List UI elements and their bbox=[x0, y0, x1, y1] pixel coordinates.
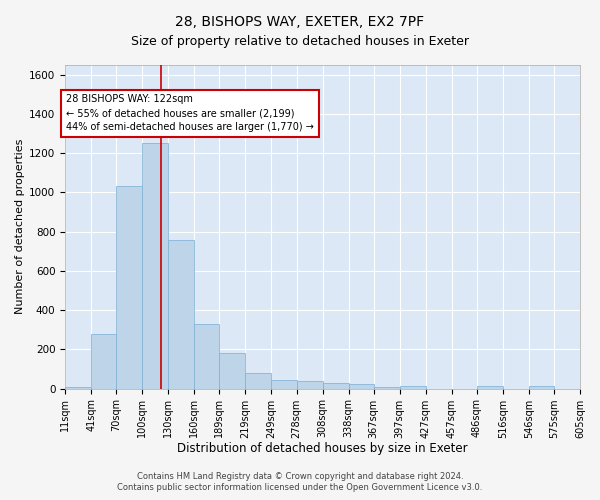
Text: Size of property relative to detached houses in Exeter: Size of property relative to detached ho… bbox=[131, 35, 469, 48]
Y-axis label: Number of detached properties: Number of detached properties bbox=[15, 139, 25, 314]
Bar bbox=[374, 386, 400, 388]
Bar bbox=[168, 240, 194, 388]
Bar bbox=[65, 386, 91, 388]
Bar bbox=[296, 381, 323, 388]
Bar bbox=[477, 386, 503, 388]
Text: Contains HM Land Registry data © Crown copyright and database right 2024.
Contai: Contains HM Land Registry data © Crown c… bbox=[118, 472, 482, 492]
X-axis label: Distribution of detached houses by size in Exeter: Distribution of detached houses by size … bbox=[177, 442, 468, 455]
Bar bbox=[529, 386, 554, 388]
Bar bbox=[116, 186, 142, 388]
Bar bbox=[142, 144, 168, 388]
Bar bbox=[349, 384, 374, 388]
Bar bbox=[400, 386, 426, 388]
Bar bbox=[220, 354, 245, 388]
Text: 28, BISHOPS WAY, EXETER, EX2 7PF: 28, BISHOPS WAY, EXETER, EX2 7PF bbox=[175, 15, 425, 29]
Bar bbox=[91, 334, 116, 388]
Text: 28 BISHOPS WAY: 122sqm
← 55% of detached houses are smaller (2,199)
44% of semi-: 28 BISHOPS WAY: 122sqm ← 55% of detached… bbox=[66, 94, 314, 132]
Bar bbox=[271, 380, 296, 388]
Bar bbox=[323, 383, 349, 388]
Bar bbox=[245, 373, 271, 388]
Bar bbox=[194, 324, 220, 388]
